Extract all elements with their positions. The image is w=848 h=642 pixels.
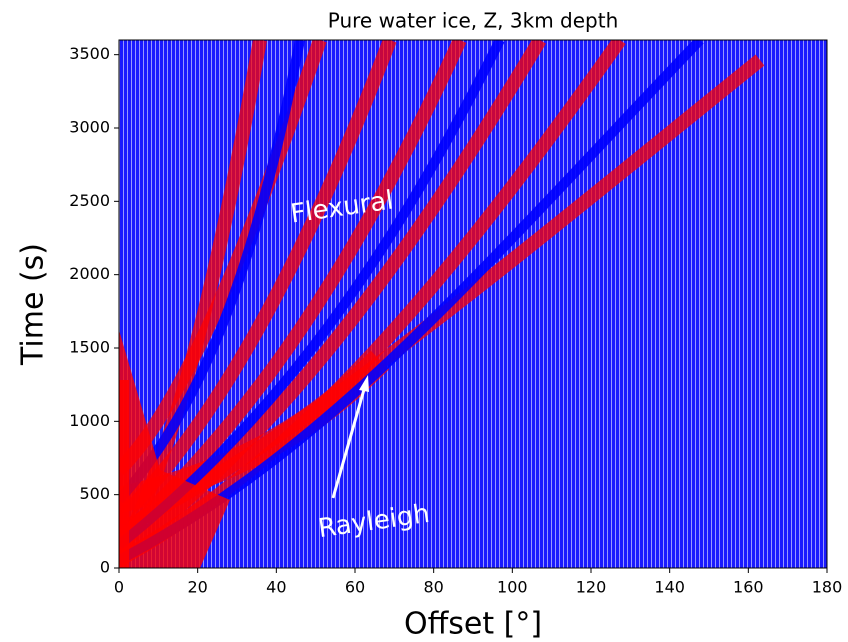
annotation-arrow [331,385,367,499]
plot-area [119,40,827,568]
red-blob [119,380,129,568]
plot-frame [118,39,828,569]
x-axis-label: Offset [°] [404,607,542,642]
x-tick-label: 20 [187,578,207,597]
x-tick-label: 120 [576,578,607,597]
x-tick-label: 100 [497,578,528,597]
annotation-arrowhead [359,375,369,392]
x-tick-label: 0 [114,578,124,597]
y-tick-label: 1000 [69,411,110,430]
y-tick-label: 500 [79,484,110,503]
y-tick-label: 3500 [69,44,110,63]
y-tick-label: 3000 [69,118,110,137]
x-tick-label: 80 [423,578,443,597]
x-tick-label: 180 [812,578,843,597]
red-blob [119,330,230,568]
y-tick-label: 2500 [69,191,110,210]
y-tick-label: 1500 [69,338,110,357]
y-axis-label: Time (s) [16,243,51,366]
y-tick-label: 0 [100,558,110,577]
chart-title: Pure water ice, Z, 3km depth [328,9,619,33]
x-tick-label: 160 [733,578,764,597]
y-tick-label: 2000 [69,264,110,283]
x-tick-label: 40 [266,578,286,597]
x-tick-label: 140 [654,578,685,597]
x-tick-label: 60 [345,578,365,597]
